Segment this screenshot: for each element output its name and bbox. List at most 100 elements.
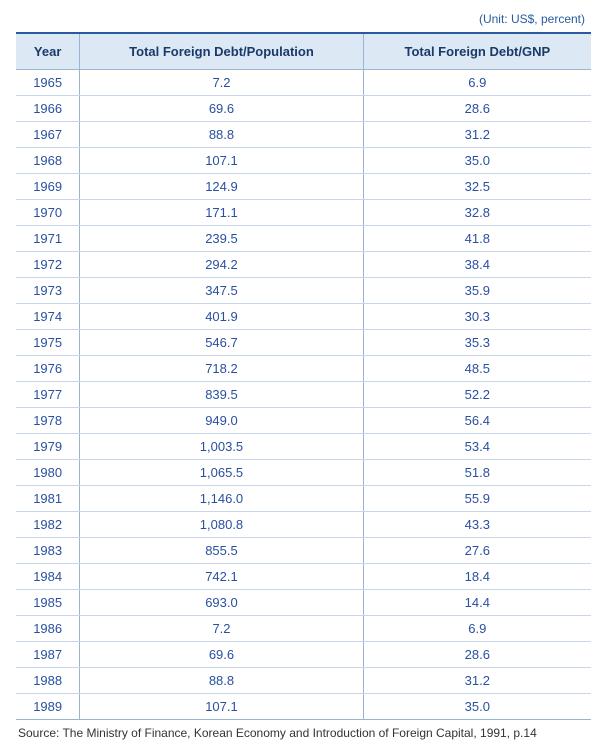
cell-debt-gnp: 28.6 [363, 642, 591, 668]
cell-year: 1968 [16, 148, 80, 174]
cell-debt-gnp: 48.5 [363, 356, 591, 382]
col-debt-population: Total Foreign Debt/Population [80, 33, 363, 70]
col-debt-gnp: Total Foreign Debt/GNP [363, 33, 591, 70]
cell-debt-population: 1,003.5 [80, 434, 363, 460]
table-row: 1985693.014.4 [16, 590, 591, 616]
table-row: 1984742.118.4 [16, 564, 591, 590]
cell-debt-gnp: 30.3 [363, 304, 591, 330]
cell-year: 1981 [16, 486, 80, 512]
cell-debt-population: 88.8 [80, 668, 363, 694]
table-row: 1978949.056.4 [16, 408, 591, 434]
cell-debt-gnp: 14.4 [363, 590, 591, 616]
cell-year: 1979 [16, 434, 80, 460]
cell-year: 1969 [16, 174, 80, 200]
cell-year: 1986 [16, 616, 80, 642]
cell-debt-gnp: 31.2 [363, 122, 591, 148]
cell-year: 1976 [16, 356, 80, 382]
cell-debt-gnp: 31.2 [363, 668, 591, 694]
cell-debt-population: 69.6 [80, 642, 363, 668]
cell-year: 1966 [16, 96, 80, 122]
cell-debt-gnp: 52.2 [363, 382, 591, 408]
cell-year: 1974 [16, 304, 80, 330]
table-row: 196788.831.2 [16, 122, 591, 148]
cell-debt-population: 546.7 [80, 330, 363, 356]
cell-debt-population: 171.1 [80, 200, 363, 226]
table-row: 1971239.541.8 [16, 226, 591, 252]
cell-debt-gnp: 32.5 [363, 174, 591, 200]
cell-debt-gnp: 35.3 [363, 330, 591, 356]
cell-debt-gnp: 53.4 [363, 434, 591, 460]
cell-debt-gnp: 41.8 [363, 226, 591, 252]
cell-debt-population: 69.6 [80, 96, 363, 122]
cell-debt-gnp: 55.9 [363, 486, 591, 512]
cell-debt-gnp: 18.4 [363, 564, 591, 590]
table-row: 19821,080.843.3 [16, 512, 591, 538]
table-row: 1989107.135.0 [16, 694, 591, 720]
table-row: 1969124.932.5 [16, 174, 591, 200]
cell-debt-population: 401.9 [80, 304, 363, 330]
cell-year: 1989 [16, 694, 80, 720]
cell-debt-population: 1,065.5 [80, 460, 363, 486]
cell-year: 1973 [16, 278, 80, 304]
cell-debt-gnp: 38.4 [363, 252, 591, 278]
cell-year: 1985 [16, 590, 80, 616]
cell-year: 1984 [16, 564, 80, 590]
table-row: 19811,146.055.9 [16, 486, 591, 512]
cell-debt-population: 88.8 [80, 122, 363, 148]
table-body: 19657.26.9196669.628.6196788.831.2196810… [16, 70, 591, 720]
cell-year: 1965 [16, 70, 80, 96]
table-row: 1977839.552.2 [16, 382, 591, 408]
cell-debt-gnp: 27.6 [363, 538, 591, 564]
table-row: 1972294.238.4 [16, 252, 591, 278]
cell-year: 1971 [16, 226, 80, 252]
cell-debt-population: 124.9 [80, 174, 363, 200]
cell-debt-population: 949.0 [80, 408, 363, 434]
cell-debt-population: 718.2 [80, 356, 363, 382]
table-row: 19791,003.553.4 [16, 434, 591, 460]
unit-label: (Unit: US$, percent) [16, 12, 591, 26]
cell-year: 1982 [16, 512, 80, 538]
cell-debt-gnp: 43.3 [363, 512, 591, 538]
cell-debt-population: 839.5 [80, 382, 363, 408]
table-row: 1974401.930.3 [16, 304, 591, 330]
cell-debt-population: 239.5 [80, 226, 363, 252]
table-row: 1976718.248.5 [16, 356, 591, 382]
foreign-debt-table: Year Total Foreign Debt/Population Total… [16, 32, 591, 720]
cell-year: 1980 [16, 460, 80, 486]
cell-debt-population: 742.1 [80, 564, 363, 590]
cell-debt-population: 855.5 [80, 538, 363, 564]
cell-year: 1987 [16, 642, 80, 668]
cell-debt-gnp: 32.8 [363, 200, 591, 226]
cell-debt-gnp: 56.4 [363, 408, 591, 434]
cell-year: 1988 [16, 668, 80, 694]
cell-debt-gnp: 6.9 [363, 70, 591, 96]
table-row: 19657.26.9 [16, 70, 591, 96]
table-row: 198888.831.2 [16, 668, 591, 694]
cell-debt-gnp: 35.9 [363, 278, 591, 304]
table-row: 1973347.535.9 [16, 278, 591, 304]
table-row: 196669.628.6 [16, 96, 591, 122]
cell-debt-population: 7.2 [80, 616, 363, 642]
cell-year: 1970 [16, 200, 80, 226]
cell-debt-gnp: 6.9 [363, 616, 591, 642]
table-row: 1983855.527.6 [16, 538, 591, 564]
col-year: Year [16, 33, 80, 70]
cell-debt-population: 1,146.0 [80, 486, 363, 512]
cell-year: 1978 [16, 408, 80, 434]
cell-debt-population: 1,080.8 [80, 512, 363, 538]
cell-year: 1975 [16, 330, 80, 356]
source-note: Source: The Ministry of Finance, Korean … [16, 726, 591, 740]
cell-debt-population: 107.1 [80, 694, 363, 720]
cell-debt-population: 693.0 [80, 590, 363, 616]
cell-year: 1972 [16, 252, 80, 278]
cell-debt-gnp: 35.0 [363, 694, 591, 720]
cell-year: 1967 [16, 122, 80, 148]
cell-debt-gnp: 28.6 [363, 96, 591, 122]
table-row: 1970171.132.8 [16, 200, 591, 226]
cell-debt-population: 7.2 [80, 70, 363, 96]
table-row: 198769.628.6 [16, 642, 591, 668]
table-row: 19801,065.551.8 [16, 460, 591, 486]
cell-debt-population: 347.5 [80, 278, 363, 304]
cell-debt-population: 294.2 [80, 252, 363, 278]
cell-debt-gnp: 35.0 [363, 148, 591, 174]
